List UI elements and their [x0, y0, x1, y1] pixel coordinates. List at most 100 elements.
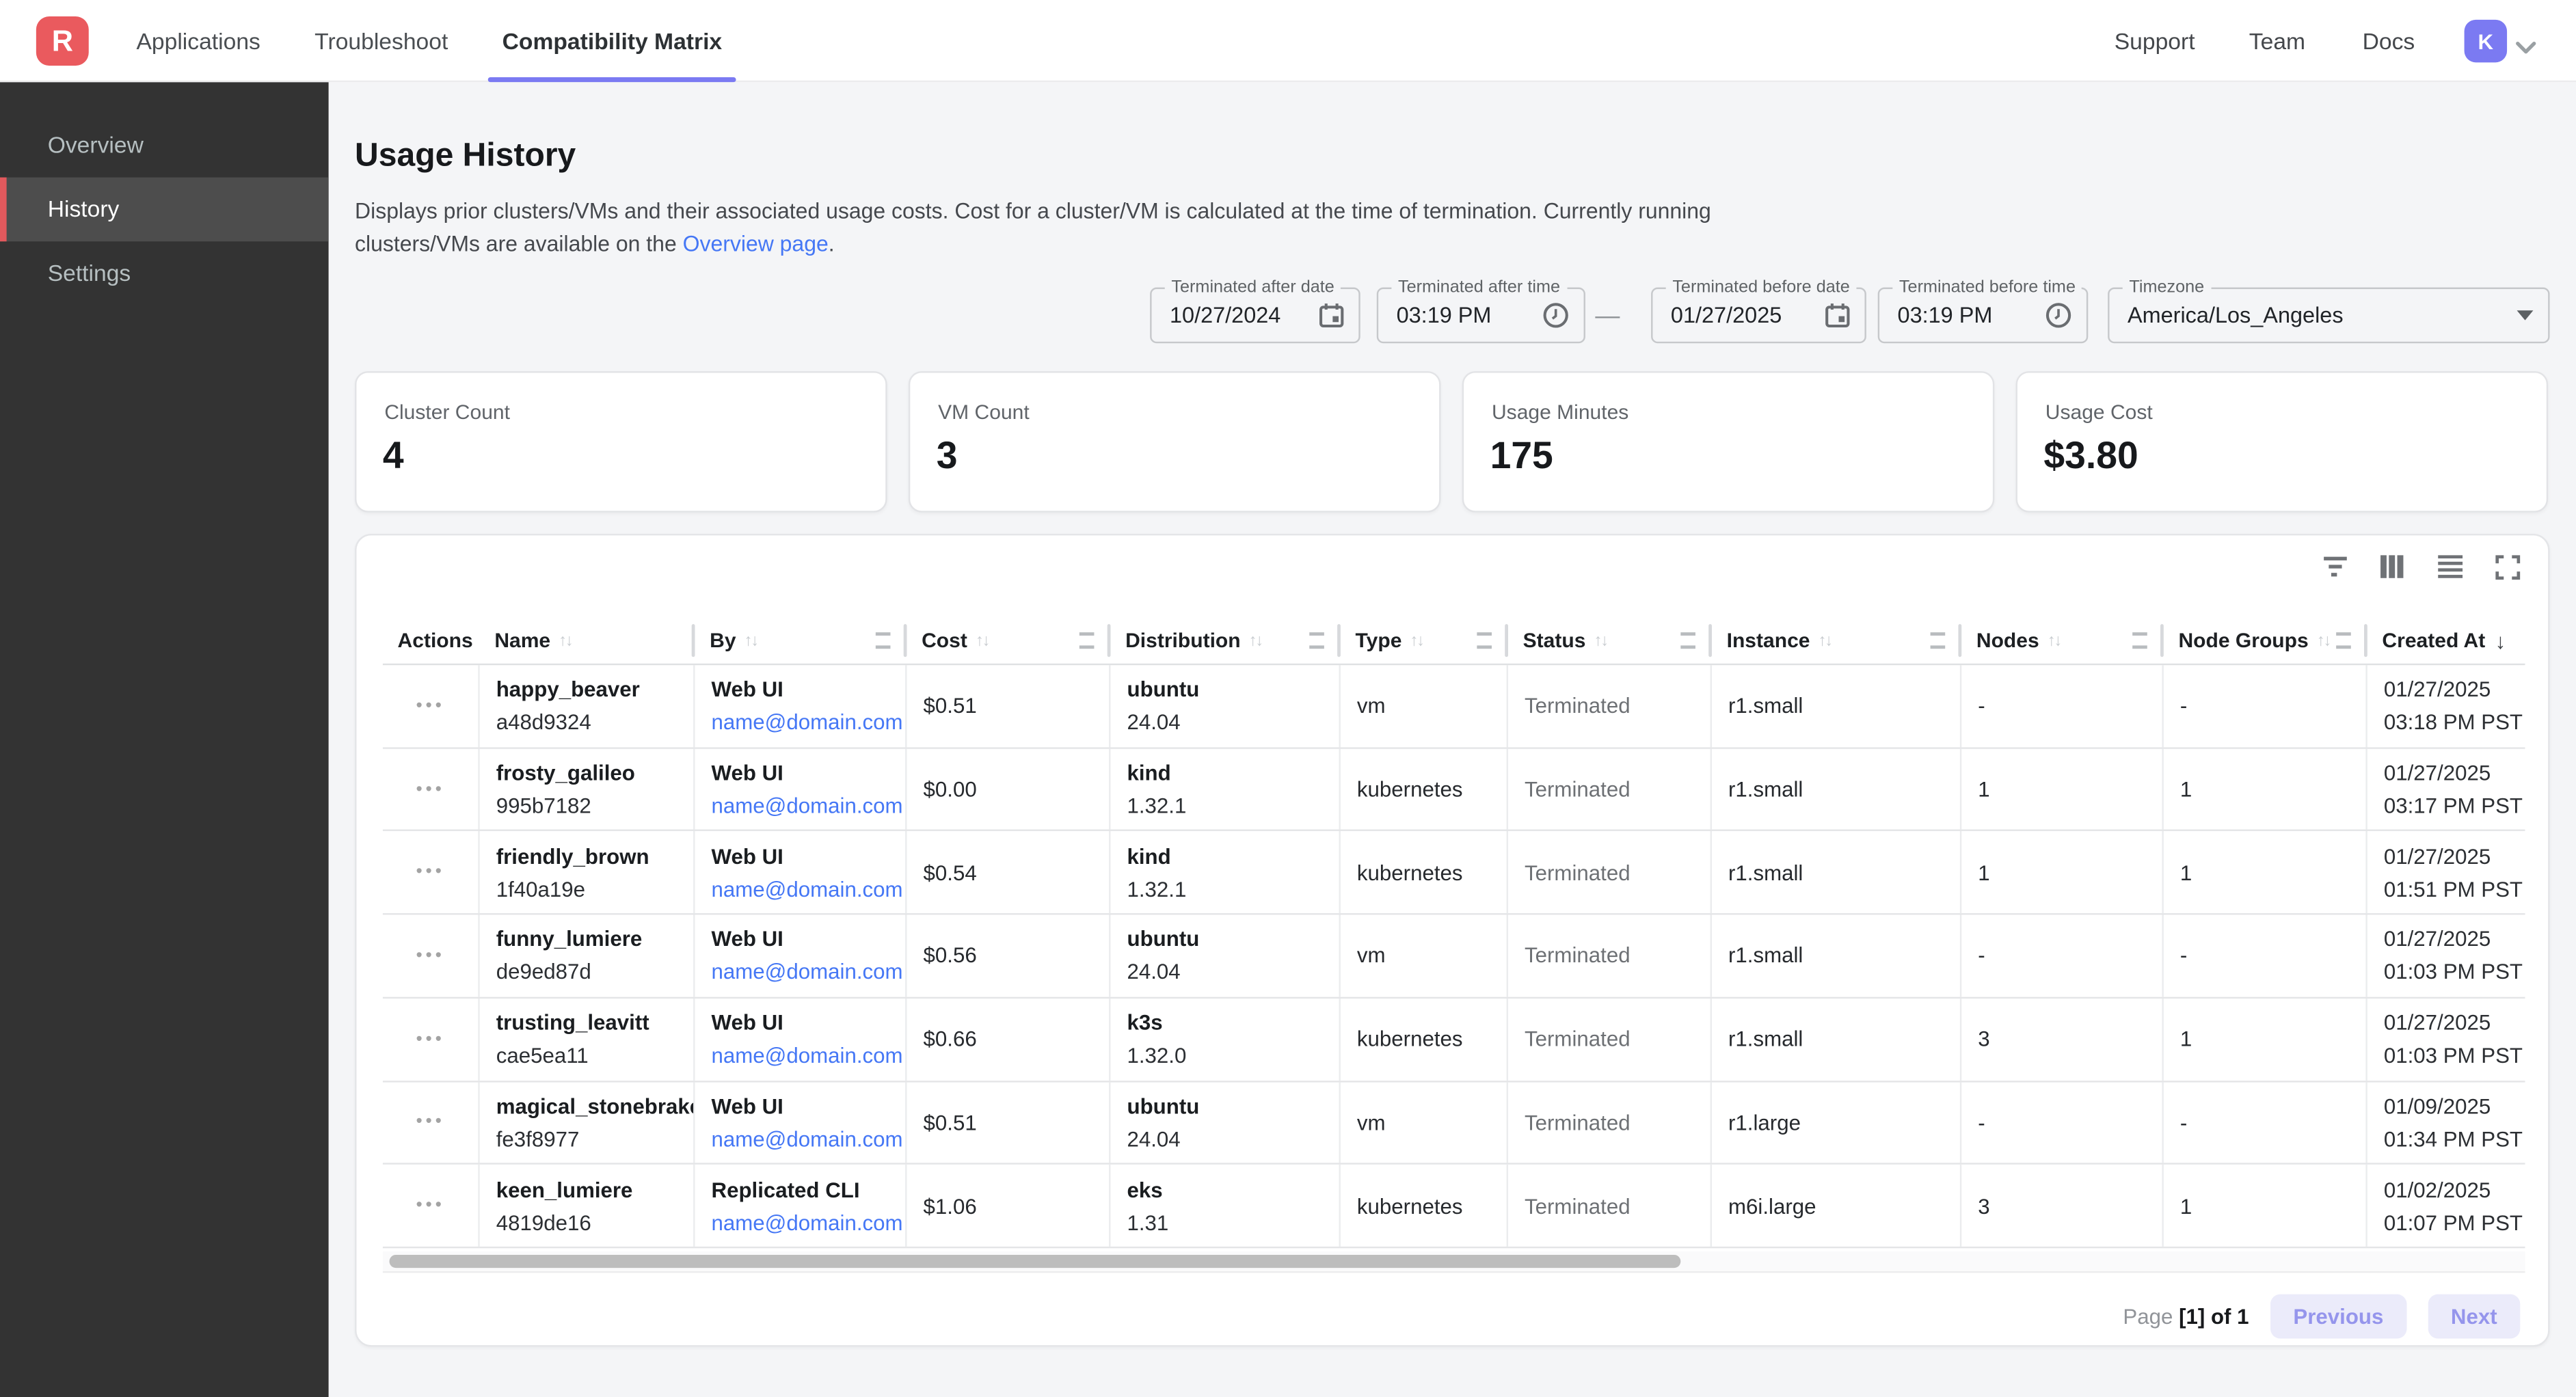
filter-icon[interactable]	[2322, 554, 2348, 580]
cell-status: Terminated	[1508, 665, 1712, 747]
column-header-name[interactable]: Name ↑↓	[480, 618, 695, 664]
cell-status: Terminated	[1508, 1165, 1712, 1247]
column-menu-icon[interactable]	[1477, 632, 1492, 649]
row-actions-button[interactable]: •••	[416, 946, 445, 966]
cost-value: $0.54	[923, 860, 977, 885]
created-date: 01/27/2025	[2383, 1010, 2491, 1035]
column-header-cost[interactable]: Cost ↑↓	[907, 618, 1111, 664]
created-time: 01:34 PM PST	[2383, 1126, 2523, 1152]
created-date: 01/09/2025	[2383, 1094, 2491, 1119]
column-menu-icon[interactable]	[2132, 632, 2147, 649]
terminated-before-date-field[interactable]: Terminated before date 01/27/2025	[1651, 278, 1866, 344]
by-email-link[interactable]: name@domain.com	[711, 793, 903, 818]
created-date: 01/27/2025	[2383, 677, 2491, 702]
nav-link-docs[interactable]: Docs	[2362, 27, 2415, 55]
by-email-link[interactable]: name@domain.com	[711, 876, 903, 901]
cell-instance: m6i.large	[1712, 1165, 1962, 1247]
column-menu-icon[interactable]	[1930, 632, 1946, 649]
column-separator[interactable]	[1958, 624, 1962, 657]
column-separator[interactable]	[2364, 624, 2367, 657]
column-separator[interactable]	[1708, 624, 1712, 657]
distribution-version: 24.04	[1127, 1126, 1181, 1152]
status-value: Terminated	[1525, 943, 1631, 968]
cell-created_at: 01/09/2025 01:34 PM PST	[2367, 1081, 2525, 1163]
previous-page-button[interactable]: Previous	[2270, 1294, 2407, 1339]
row-actions-button[interactable]: •••	[416, 696, 445, 716]
sidebar-item-settings[interactable]: Settings	[47, 259, 131, 286]
tab-troubleshoot[interactable]: Troubleshoot	[314, 27, 448, 55]
terminated-after-time-field[interactable]: Terminated after time 03:19 PM	[1376, 278, 1585, 344]
cell-node_groups: -	[2164, 1081, 2367, 1163]
fullscreen-icon[interactable]	[2494, 554, 2520, 580]
by-email-link[interactable]: name@domain.com	[711, 1126, 903, 1152]
nav-link-support[interactable]: Support	[2114, 27, 2195, 55]
replicated-logo[interactable]: R	[36, 16, 89, 66]
density-icon[interactable]	[2437, 554, 2463, 580]
next-page-button[interactable]: Next	[2428, 1294, 2521, 1339]
horizontal-scrollbar-thumb[interactable]	[389, 1254, 1681, 1269]
by-email-link[interactable]: name@domain.com	[711, 1043, 903, 1068]
column-label: By	[710, 629, 736, 653]
calendar-icon[interactable]	[1825, 302, 1850, 328]
type-value: kubernetes	[1356, 776, 1463, 802]
column-header-type[interactable]: Type ↑↓	[1341, 618, 1509, 664]
column-separator[interactable]	[1337, 624, 1341, 657]
column-header-actions: Actions	[383, 618, 480, 664]
sort-icon: ↑↓	[744, 631, 760, 650]
column-separator[interactable]	[691, 624, 695, 657]
column-header-instance[interactable]: Instance ↑↓	[1712, 618, 1962, 664]
by-email-link[interactable]: name@domain.com	[711, 960, 903, 985]
dropdown-arrow-icon[interactable]	[2517, 310, 2534, 321]
timezone-select[interactable]: Timezone America/Los_Angeles	[2108, 278, 2550, 344]
column-menu-icon[interactable]	[1079, 632, 1095, 649]
sort-icon: ↑↓	[1248, 631, 1264, 650]
cell-status: Terminated	[1508, 914, 1712, 997]
column-header-status[interactable]: Status ↑↓	[1508, 618, 1712, 664]
row-actions-button[interactable]: •••	[416, 863, 445, 883]
timezone-value: America/Los_Angeles	[2127, 303, 2344, 328]
type-value: vm	[1356, 693, 1386, 718]
column-header-distribution[interactable]: Distribution ↑↓	[1110, 618, 1341, 664]
cost-value: $0.66	[923, 1027, 977, 1052]
row-actions-button[interactable]: •••	[416, 1195, 445, 1216]
column-separator[interactable]	[1505, 624, 1509, 657]
column-menu-icon[interactable]	[2336, 632, 2351, 649]
terminated-after-date-field[interactable]: Terminated after date 10/27/2024	[1150, 278, 1360, 344]
cell-distribution: ubuntu 24.04	[1110, 914, 1341, 997]
column-menu-icon[interactable]	[1680, 632, 1695, 649]
row-actions-button[interactable]: •••	[416, 1112, 445, 1132]
sidebar-item-overview[interactable]: Overview	[47, 131, 144, 158]
row-actions-button[interactable]: •••	[416, 1029, 445, 1049]
overview-page-link[interactable]: Overview page	[682, 231, 829, 256]
tab-compatibility-matrix[interactable]: Compatibility Matrix	[487, 0, 735, 83]
column-header-created_at[interactable]: Created At ↓	[2367, 618, 2525, 664]
column-separator[interactable]	[1107, 624, 1111, 657]
column-separator[interactable]	[903, 624, 907, 657]
user-avatar[interactable]: K	[2464, 19, 2508, 63]
columns-icon[interactable]	[2379, 554, 2405, 580]
row-actions-button[interactable]: •••	[416, 779, 445, 800]
created-by-source: Web UI	[711, 760, 783, 785]
column-header-by[interactable]: By ↑↓	[695, 618, 907, 664]
nav-link-team[interactable]: Team	[2249, 27, 2306, 55]
column-header-nodes[interactable]: Nodes ↑↓	[1961, 618, 2164, 664]
clock-icon[interactable]	[2045, 302, 2071, 328]
column-menu-icon[interactable]	[875, 632, 891, 649]
column-header-node_groups[interactable]: Node Groups ↑↓	[2164, 618, 2367, 664]
cell-distribution: ubuntu 24.04	[1110, 1081, 1341, 1163]
column-menu-icon[interactable]	[1309, 632, 1324, 649]
column-separator[interactable]	[2160, 624, 2164, 657]
stat-card-cluster-count: Cluster Count 4	[355, 371, 887, 513]
calendar-icon[interactable]	[1319, 302, 1344, 328]
table-toolbar	[2322, 554, 2521, 580]
terminated-before-time-field[interactable]: Terminated before time 03:19 PM	[1877, 278, 2089, 344]
page-indicator: Page [1] of 1	[2123, 1304, 2249, 1329]
tab-applications[interactable]: Applications	[136, 27, 260, 55]
chevron-down-icon[interactable]	[2515, 34, 2536, 64]
by-email-link[interactable]: name@domain.com	[711, 1210, 903, 1235]
sidebar-item-history[interactable]: History	[0, 177, 329, 242]
created-by-source: Web UI	[711, 1010, 783, 1035]
by-email-link[interactable]: name@domain.com	[711, 709, 903, 735]
stat-label: Usage Minutes	[1491, 401, 1629, 424]
clock-icon[interactable]	[1542, 302, 1568, 328]
